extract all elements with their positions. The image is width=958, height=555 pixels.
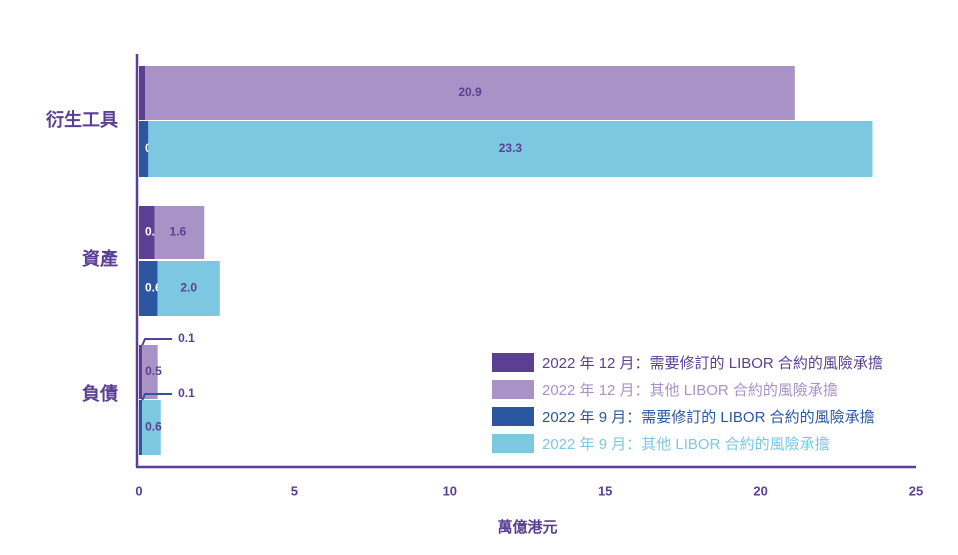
category-label: 衍生工具 bbox=[46, 109, 118, 130]
category-label: 負債 bbox=[82, 383, 118, 404]
legend-item: 2022 年 12 月：其他 LIBOR 合約的風險承擔 bbox=[492, 376, 883, 403]
data-label: 20.9 bbox=[458, 85, 482, 99]
legend-swatch bbox=[492, 380, 534, 399]
bar-segment bbox=[142, 400, 161, 455]
data-label: 2.0 bbox=[180, 281, 197, 295]
legend-item: 2022 年 9 月：需要修訂的 LIBOR 合約的風險承擔 bbox=[492, 403, 883, 430]
data-label: 1.6 bbox=[170, 225, 187, 239]
x-tick-label: 0 bbox=[135, 483, 142, 498]
legend-label: 2022 年 12 月：其他 LIBOR 合約的風險承擔 bbox=[542, 382, 838, 399]
legend-label: 2022 年 12 月：需要修訂的 LIBOR 合約的風險承擔 bbox=[542, 355, 883, 372]
bar-segment bbox=[157, 261, 220, 316]
data-label: 23.3 bbox=[499, 141, 523, 155]
legend: 2022 年 12 月：需要修訂的 LIBOR 合約的風險承擔 2022 年 1… bbox=[492, 349, 883, 457]
x-tick-label: 15 bbox=[598, 483, 612, 498]
legend-item: 2022 年 9 月：其他 LIBOR 合約的風險承擔 bbox=[492, 430, 883, 457]
bar-segment bbox=[139, 206, 155, 259]
legend-item: 2022 年 12 月：需要修訂的 LIBOR 合約的風險承擔 bbox=[492, 349, 883, 376]
data-label: 0.1 bbox=[178, 331, 195, 345]
legend-swatch bbox=[492, 407, 534, 426]
category-label: 資產 bbox=[82, 248, 118, 269]
bar-segment bbox=[139, 261, 158, 316]
legend-label: 2022 年 9 月：其他 LIBOR 合約的風險承擔 bbox=[542, 436, 830, 453]
x-tick-label: 25 bbox=[909, 483, 923, 498]
legend-label: 2022 年 9 月：需要修訂的 LIBOR 合約的風險承擔 bbox=[542, 409, 875, 426]
x-axis-label: 萬億港元 bbox=[497, 518, 557, 536]
bar-segment bbox=[148, 121, 873, 177]
bar-segment bbox=[139, 66, 146, 120]
x-tick-label: 20 bbox=[753, 483, 767, 498]
legend-swatch bbox=[492, 353, 534, 372]
data-label: 0.6 bbox=[145, 420, 162, 434]
x-tick-label: 5 bbox=[291, 483, 298, 498]
data-label: 0.1 bbox=[178, 386, 195, 400]
bar-segment bbox=[139, 400, 143, 455]
bar-segment bbox=[142, 345, 158, 399]
legend-swatch bbox=[492, 434, 534, 453]
data-label: 0.5 bbox=[145, 364, 162, 378]
x-tick-label: 10 bbox=[443, 483, 457, 498]
bar-segment bbox=[154, 206, 205, 259]
bar-segment bbox=[145, 66, 795, 120]
bar-segment bbox=[139, 345, 143, 399]
bar-segment bbox=[139, 121, 149, 177]
